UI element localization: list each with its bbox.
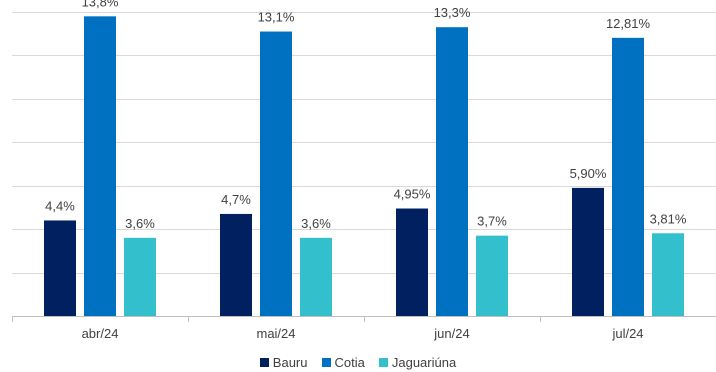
legend-item-bauru: Bauru bbox=[259, 355, 308, 370]
bar-bauru bbox=[44, 220, 76, 316]
bar-bauru bbox=[220, 213, 252, 316]
legend-swatch bbox=[378, 358, 388, 367]
legend-item-cotia: Cotia bbox=[321, 355, 365, 370]
bar-cotia bbox=[436, 27, 468, 316]
bar-jaguariúna bbox=[124, 237, 156, 316]
data-label: 3,6% bbox=[301, 216, 331, 231]
data-label: 5,90% bbox=[570, 166, 607, 181]
legend: Bauru Cotia Jaguariúna bbox=[0, 355, 716, 370]
x-tick-label: jun/24 bbox=[433, 326, 469, 341]
legend-label: Cotia bbox=[334, 355, 365, 370]
gridlines bbox=[12, 12, 716, 274]
bar-jaguariúna bbox=[652, 233, 684, 316]
legend-swatch bbox=[259, 358, 269, 367]
x-axis: abr/24 mai/24 jun/24 jul/24 bbox=[12, 316, 716, 341]
data-label: 13,8% bbox=[82, 0, 119, 9]
legend-label: Bauru bbox=[272, 355, 308, 370]
data-label: 12,81% bbox=[606, 16, 651, 31]
data-label: 13,1% bbox=[258, 10, 295, 25]
data-label: 4,7% bbox=[221, 192, 251, 207]
bar-bauru bbox=[396, 208, 428, 316]
bar-jaguariúna bbox=[300, 237, 332, 316]
legend-label: Jaguariúna bbox=[391, 355, 457, 370]
x-tick-label: abr/24 bbox=[82, 326, 119, 341]
bar-cotia bbox=[612, 37, 644, 317]
data-label: 4,4% bbox=[45, 198, 75, 213]
data-labels: 4,4% 13,8% 3,6% 4,7% 13,1% 3,6% 4,95% 13,3% 3,7%… bbox=[45, 0, 687, 231]
legend-swatch bbox=[321, 358, 331, 367]
bar-cotia bbox=[84, 16, 116, 316]
data-label: 3,6% bbox=[125, 216, 155, 231]
bar-bauru bbox=[572, 187, 604, 316]
data-label: 3,7% bbox=[477, 214, 507, 229]
bar-cotia bbox=[260, 31, 292, 317]
x-tick-label: jul/24 bbox=[611, 326, 643, 341]
x-tick-label: mai/24 bbox=[256, 326, 295, 341]
bar-jaguariúna bbox=[476, 235, 508, 316]
data-label: 4,95% bbox=[394, 187, 431, 202]
data-label: 3,81% bbox=[650, 211, 687, 226]
data-label: 13,3% bbox=[434, 5, 471, 20]
legend-item-jaguariúna: Jaguariúna bbox=[378, 355, 457, 370]
bars bbox=[44, 16, 684, 317]
